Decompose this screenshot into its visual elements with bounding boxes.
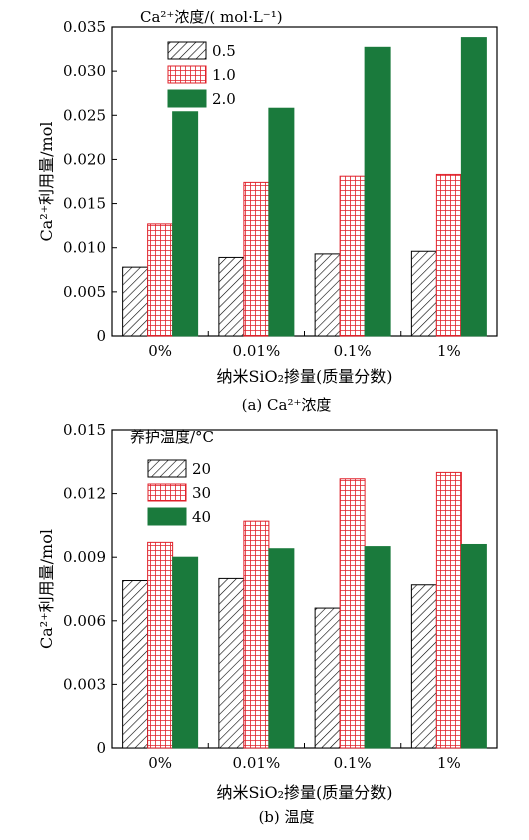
x-axis-title: 纳米SiO₂掺量(质量分数)	[216, 367, 392, 386]
y-axis-title: Ca²⁺利用量/mol	[37, 529, 56, 649]
bar-0.5-0%	[122, 266, 149, 337]
y-tick-label: 0.006	[63, 612, 106, 630]
x-tick-label: 1%	[437, 342, 461, 360]
y-tick-label: 0	[96, 327, 106, 345]
y-tick-label: 0.015	[63, 421, 106, 439]
bar-1.0-0.1%	[339, 175, 366, 337]
bar-0.5-1%	[410, 250, 437, 337]
legend-label-30: 30	[192, 484, 211, 502]
bar-0.5-0.1%	[314, 253, 341, 337]
bar-20-0%	[122, 580, 149, 749]
legend-label-1.0: 1.0	[212, 66, 236, 84]
y-tick-label: 0.003	[63, 675, 106, 693]
legend-title: 养护温度/°C	[130, 428, 214, 446]
x-tick-label: 0.1%	[334, 342, 372, 360]
y-tick-label: 0.020	[63, 150, 106, 168]
legend-label-40: 40	[192, 508, 211, 526]
legend-label-20: 20	[192, 460, 211, 478]
legend-swatch-40	[147, 507, 187, 526]
x-tick-label: 0.1%	[334, 754, 372, 772]
bar-20-1%	[410, 584, 437, 749]
bar-30-0.01%	[243, 520, 270, 749]
legend-swatch-2.0	[167, 89, 207, 108]
bar-30-0.1%	[339, 478, 366, 749]
bar-30-0%	[147, 541, 174, 749]
chart-temperature: 0 0.003 0.006 0.009 0.012 0.015 0% 0.01% 0.1% 1% C…	[37, 421, 498, 826]
chart-ca-concentration: 0 0.005 0.010 0.015 0.020 0.025 0.030 0.035 0% 0.…	[37, 8, 498, 414]
y-tick-label: 0.025	[63, 106, 106, 124]
figure-caption: (b) 温度	[258, 808, 314, 826]
y-tick-label: 0.012	[63, 485, 106, 503]
x-tick-label: 1%	[437, 754, 461, 772]
x-tick-label: 0%	[148, 754, 172, 772]
y-tick-label: 0.010	[63, 239, 106, 257]
bar-1.0-1%	[435, 173, 462, 337]
y-tick-label: 0.015	[63, 195, 106, 213]
legend-swatch-0.5	[167, 41, 207, 60]
figure-caption: (a) Ca²⁺浓度	[242, 396, 332, 414]
bar-1.0-0%	[147, 223, 174, 337]
y-tick-label: 0	[96, 739, 106, 757]
bar-20-0.01%	[218, 577, 245, 749]
bar-40-0.1%	[364, 546, 391, 749]
bar-30-1%	[435, 471, 462, 749]
bar-0.5-0.01%	[218, 256, 245, 337]
bar-2.0-0.01%	[268, 107, 295, 337]
legend-label-0.5: 0.5	[212, 42, 236, 60]
bar-2.0-0.1%	[364, 46, 391, 337]
legend-swatch-30	[147, 483, 187, 502]
y-tick-label: 0.030	[63, 62, 106, 80]
x-axis-title: 纳米SiO₂掺量(质量分数)	[216, 783, 392, 802]
y-tick-label: 0.005	[63, 283, 106, 301]
bar-20-0.1%	[314, 607, 341, 749]
x-tick-label: 0%	[148, 342, 172, 360]
legend-swatch-20	[147, 459, 187, 478]
bar-2.0-0%	[172, 111, 199, 337]
x-tick-label: 0.01%	[233, 342, 281, 360]
x-tick-label: 0.01%	[233, 754, 281, 772]
bar-40-1%	[460, 543, 487, 749]
bar-40-0%	[172, 556, 199, 749]
legend-title: Ca²⁺浓度/( mol·L⁻¹)	[140, 8, 283, 26]
y-tick-label: 0.035	[63, 18, 106, 36]
y-axis-title: Ca²⁺利用量/mol	[37, 122, 56, 242]
bar-1.0-0.01%	[243, 181, 270, 337]
legend-swatch-1.0	[167, 65, 207, 84]
bar-2.0-1%	[460, 37, 487, 337]
y-tick-label: 0.009	[63, 548, 106, 566]
bar-40-0.01%	[268, 548, 295, 749]
legend-label-2.0: 2.0	[212, 90, 236, 108]
